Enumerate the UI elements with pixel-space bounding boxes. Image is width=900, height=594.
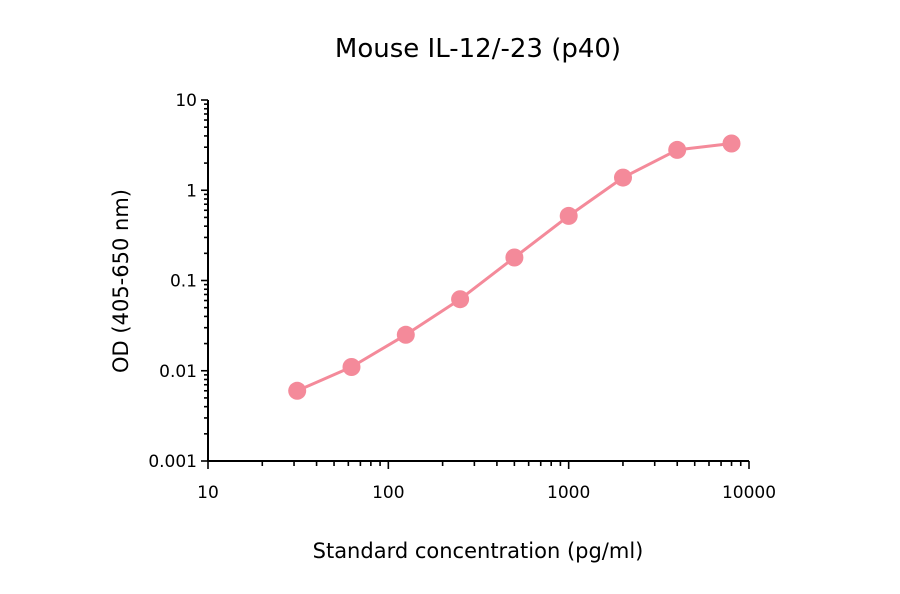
x-tick-label: 100 [372, 483, 404, 503]
data-point [559, 206, 578, 225]
y-tick-label: 1 [186, 181, 197, 201]
series-layer [288, 134, 741, 400]
data-point [668, 140, 687, 159]
y-axis-label: OD (405-650 nm) [109, 189, 133, 373]
y-tick-label: 0.1 [170, 272, 197, 292]
data-point [505, 248, 524, 267]
data-point [451, 290, 470, 309]
series-line [296, 142, 732, 393]
y-tick-label: 10 [175, 91, 197, 111]
x-tick-label: 10 [197, 483, 219, 503]
chart-title: Mouse IL-12/-23 (p40) [335, 34, 621, 64]
x-tick-label: 10000 [722, 483, 776, 503]
data-point [396, 325, 415, 344]
y-ticks: 0.001 0.01 0.1 1 10 [148, 91, 208, 472]
y-tick-label: 0.01 [159, 362, 197, 382]
data-point [722, 134, 741, 153]
x-axis-label: Standard concentration (pg/ml) [313, 539, 644, 563]
x-tick-label: 1000 [547, 483, 590, 503]
data-point [288, 381, 307, 400]
y-tick-label: 0.001 [148, 452, 197, 472]
x-ticks: 10 100 1000 10000 [197, 461, 776, 503]
data-point [614, 168, 632, 187]
data-point [342, 358, 361, 376]
